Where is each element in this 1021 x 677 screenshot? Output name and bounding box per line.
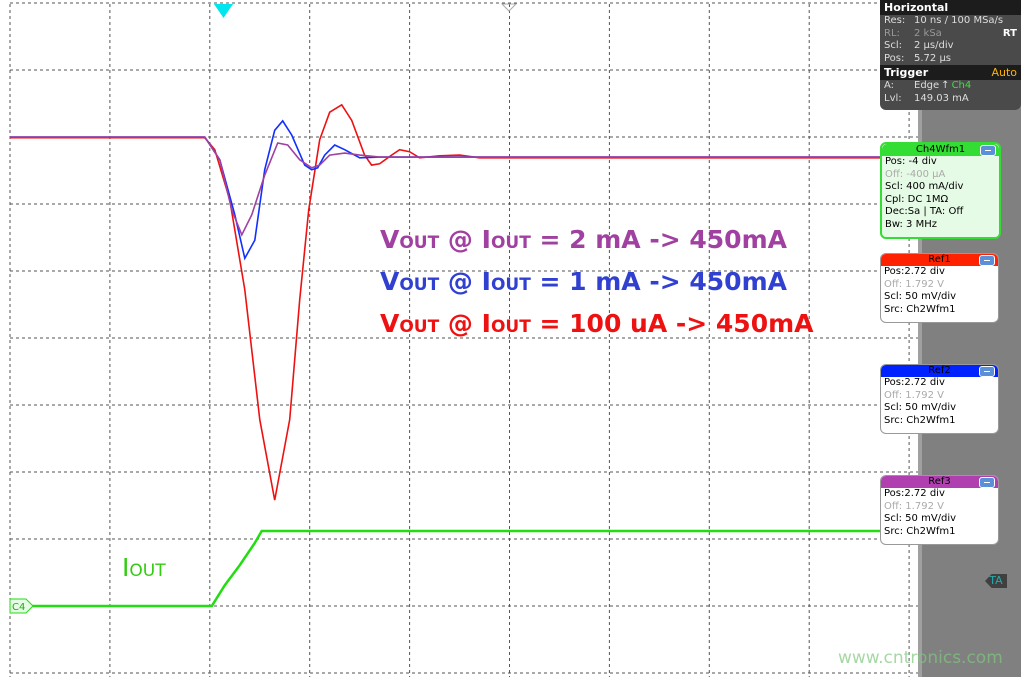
ta-marker[interactable]: TA [985, 574, 1007, 588]
annotation-tail: = 100 uA -> 450mA [530, 309, 814, 338]
annotation-sub2: OUT [490, 317, 531, 337]
grid [9, 2, 918, 677]
annotation-sub: OUT [399, 317, 440, 337]
panel-row: Scl: 50 mV/div [884, 291, 957, 302]
rl-label: RL: [884, 27, 900, 39]
minimize-icon[interactable] [979, 366, 995, 377]
minimize-icon[interactable] [980, 145, 996, 156]
horizontal-header: Horizontal [880, 0, 1021, 15]
trigger-a-row: A: Edge ↑ Ch4 [880, 80, 1021, 93]
trigger-title: Trigger [884, 66, 929, 79]
panel-row: Dec:Sa | TA: Off [885, 206, 964, 217]
annotation-100ua: VOUT @ IOUT = 100 uA -> 450mA [380, 309, 814, 338]
side-panel-edge [918, 0, 922, 677]
trace-3 [10, 529, 920, 608]
panel-header[interactable]: Ref1 [881, 254, 998, 266]
panel-title: Ch4Wfm1 [915, 144, 966, 155]
res-value: 10 ns / 100 MSa/s [914, 15, 1004, 26]
trigger-lvl-value: 149.03 mA [914, 92, 969, 104]
panel-row: Off: -400 µA [885, 168, 946, 180]
reference-position-marker [500, 3, 518, 12]
panel-row: Bw: 3 MHz [885, 218, 937, 230]
annotation-sub: OUT [399, 233, 440, 253]
panel-row: Pos:2.72 div [884, 266, 945, 277]
annotation-rest: @ I [439, 309, 491, 338]
trigger-mode[interactable]: Auto [991, 66, 1017, 79]
panel-title: Ref3 [928, 476, 951, 487]
annotation-main: I [122, 553, 130, 582]
annotation-main: V [380, 267, 400, 296]
panel-header[interactable]: Ref3 [881, 476, 998, 488]
annotation-sub2: OUT [490, 233, 531, 253]
trigger-type: Edge [914, 80, 940, 91]
panel-row: Off: 1.792 V [884, 389, 944, 401]
ch4-marker[interactable] [9, 598, 34, 614]
panel-row: Src: Ch2Wfm1 [884, 525, 956, 537]
annotation-iout: IOUT [122, 553, 166, 582]
minimize-icon[interactable] [979, 477, 995, 488]
panel-row: Pos:2.72 div [884, 488, 945, 499]
trace-2 [10, 136, 920, 237]
res-label: Res: [884, 15, 906, 26]
trigger-source: Ch4 [951, 80, 972, 91]
ref2-panel[interactable]: Ref2 Pos:2.72 div Off: 1.792 V Scl: 50 mV/d… [880, 364, 999, 434]
trace-1 [10, 119, 920, 261]
horizontal-title: Horizontal [884, 1, 949, 14]
annotation-1ma: VOUT @ IOUT = 1 mA -> 450mA [380, 267, 787, 296]
annotation-sub: OUT [399, 275, 440, 295]
panel-row: Off: 1.792 V [884, 500, 944, 512]
panel-row: Off: 1.792 V [884, 278, 944, 290]
rl-row: RL: 2 kSa RT [880, 28, 1021, 41]
horizontal-panel[interactable]: Horizontal Res: 10 ns / 100 MSa/s RL: 2 kS… [880, 0, 1021, 110]
rl-value: 2 kSa [914, 27, 942, 39]
panel-row: Cpl: DC 1MΩ [885, 193, 949, 205]
panel-row: Scl: 50 mV/div [884, 513, 957, 524]
panel-title: Ref2 [928, 365, 951, 376]
scl-row: Scl: 2 µs/div [880, 40, 1021, 53]
ch4-panel[interactable]: Ch4Wfm1 Pos: -4 div Off: -400 µA Scl: 400 m… [880, 142, 1001, 239]
watermark-logo: www.cntronics.com [838, 648, 1003, 668]
minimize-icon[interactable] [979, 255, 995, 266]
annotation-sub2: OUT [490, 275, 531, 295]
panel-title: Ref1 [928, 254, 951, 265]
ref1-panel[interactable]: Ref1 Pos:2.72 div Off: 1.792 V Scl: 50 mV/d… [880, 253, 999, 323]
trigger-lvl-row: Lvl: 149.03 mA [880, 93, 1021, 106]
scl-value: 2 µs/div [914, 40, 954, 51]
annotation-tail: = 1 mA -> 450mA [530, 267, 787, 296]
panel-row: Src: Ch2Wfm1 [884, 303, 956, 315]
res-row: Res: 10 ns / 100 MSa/s [880, 15, 1021, 28]
annotation-main: V [380, 309, 400, 338]
panel-row: Pos:2.72 div [884, 377, 945, 388]
panel-row: Scl: 400 mA/div [885, 181, 964, 192]
panel-row: Pos: -4 div [885, 156, 937, 167]
annotation-sub: OUT [129, 561, 166, 581]
annotation-main: V [380, 225, 400, 254]
ref3-panel[interactable]: Ref3 Pos:2.72 div Off: 1.792 V Scl: 50 mV/d… [880, 475, 999, 545]
trigger-header: Trigger Auto [880, 65, 1021, 80]
annotation-2ma: VOUT @ IOUT = 2 mA -> 450mA [380, 225, 787, 254]
rising-edge-icon: ↑ [941, 80, 950, 91]
ch4-marker-label: C4 [12, 602, 25, 613]
trigger-lvl-label: Lvl: [884, 92, 902, 104]
side-panel [922, 0, 1021, 677]
scl-label: Scl: [884, 40, 902, 51]
trigger-a-label: A: [884, 80, 895, 91]
trigger-position-marker[interactable] [214, 4, 233, 18]
pos-value: 5.72 µs [914, 52, 952, 64]
traces: C4 [9, 103, 920, 614]
annotation-rest: @ I [439, 225, 491, 254]
annotation-rest: @ I [439, 267, 491, 296]
pos-label: Pos: [884, 52, 905, 64]
rt-badge: RT [1002, 27, 1017, 39]
panel-header[interactable]: Ref2 [881, 365, 998, 377]
panel-row: Src: Ch2Wfm1 [884, 414, 956, 426]
annotation-tail: = 2 mA -> 450mA [530, 225, 787, 254]
trace-0 [10, 103, 920, 501]
pos-row: Pos: 5.72 µs [880, 53, 1021, 66]
panel-row: Scl: 50 mV/div [884, 402, 957, 413]
panel-header[interactable]: Ch4Wfm1 [882, 144, 999, 156]
